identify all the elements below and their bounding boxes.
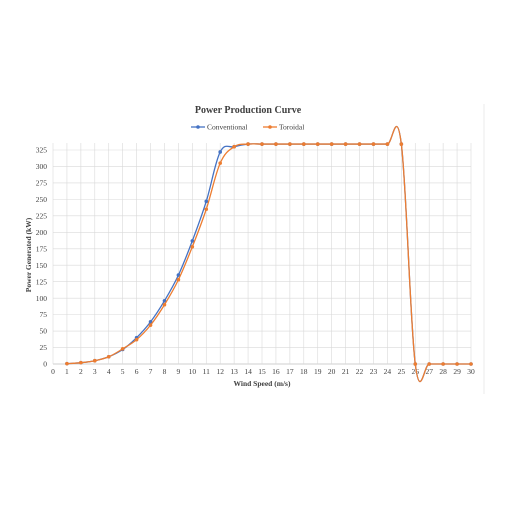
data-point [288, 142, 292, 146]
data-point [93, 358, 97, 363]
series-layer [65, 125, 473, 383]
legend-item-conventional: Conventional [191, 123, 247, 132]
data-point [329, 142, 334, 146]
data-point [357, 142, 362, 146]
x-tick-label: 14 [244, 367, 252, 376]
data-point [79, 360, 83, 365]
x-tick-label: 17 [286, 367, 294, 376]
data-point [204, 207, 209, 212]
y-axis-label: Power Generated (kW) [24, 217, 33, 292]
data-point [162, 298, 167, 303]
y-tick-label: 225 [36, 211, 48, 220]
x-tick-label: 26 [412, 367, 420, 376]
y-tick-label: 50 [40, 327, 48, 336]
data-point [274, 142, 278, 146]
data-point [413, 362, 418, 366]
legend-swatch-marker [268, 125, 272, 129]
y-tick-label: 0 [43, 360, 47, 369]
grid [52, 143, 472, 365]
y-tick-label: 300 [36, 162, 48, 171]
data-point [190, 244, 195, 249]
y-tick-label: 125 [36, 277, 48, 286]
y-tick-label: 150 [36, 261, 48, 270]
x-tick-label: 12 [216, 367, 224, 376]
y-tick-label: 200 [36, 228, 48, 237]
data-point [385, 142, 390, 146]
data-point [246, 142, 250, 146]
data-point [455, 362, 459, 366]
x-tick-label: 1 [65, 367, 69, 376]
y-tick-label: 175 [36, 244, 48, 253]
x-tick-label: 9 [177, 367, 181, 376]
x-tick-label: 24 [384, 367, 392, 376]
data-point [106, 354, 111, 359]
x-tick-label: 19 [314, 367, 322, 376]
x-tick-label: 29 [453, 367, 461, 376]
x-tick-label: 13 [230, 367, 238, 376]
x-tick-label: 8 [163, 367, 167, 376]
data-point [343, 142, 348, 146]
data-point [399, 142, 404, 146]
data-point [134, 337, 139, 342]
x-tick-label: 5 [121, 367, 125, 376]
x-tick-label: 18 [300, 367, 308, 376]
y-tick-label: 275 [36, 179, 48, 188]
x-tick-label: 22 [356, 367, 364, 376]
legend-label: Toroidal [279, 123, 304, 132]
series-toroidal [65, 125, 473, 383]
data-point [232, 144, 236, 149]
x-tick-label: 0 [51, 367, 55, 376]
data-point [302, 142, 306, 146]
data-point [371, 142, 376, 146]
x-tick-label: 30 [467, 367, 475, 376]
x-tick-labels: 0 1 2 3 4 5 6 7 8 9 10 11 12 13 14 15 16 17 18 19 20 21 22 23 24… [51, 367, 475, 376]
x-tick-label: 25 [398, 367, 406, 376]
y-tick-labels: 0 25 50 75 100 125 150 175 200 225 250 275 300 325 [36, 146, 48, 369]
x-tick-label: 20 [328, 367, 336, 376]
x-axis-label: Wind Speed (m/s) [234, 379, 291, 388]
x-tick-label: 23 [370, 367, 378, 376]
legend-label: Conventional [207, 123, 247, 132]
legend-swatch-marker [196, 125, 200, 129]
data-point [120, 347, 125, 351]
data-point [148, 320, 153, 324]
data-point [176, 273, 181, 277]
y-tick-label: 25 [40, 343, 48, 352]
data-point [204, 199, 209, 204]
x-tick-label: 11 [203, 367, 210, 376]
legend-item-toroidal: Toroidal [263, 123, 304, 132]
data-point [315, 142, 320, 146]
data-point [260, 142, 264, 146]
legend: Conventional Toroidal [191, 123, 304, 132]
chart-title: Power Production Curve [195, 105, 302, 116]
data-point [190, 239, 195, 243]
data-point [65, 361, 69, 366]
x-tick-label: 15 [258, 367, 266, 376]
data-point [218, 161, 222, 165]
data-point [469, 362, 473, 366]
y-tick-label: 100 [36, 294, 48, 303]
y-tick-label: 325 [36, 146, 48, 155]
x-tick-label: 16 [272, 367, 280, 376]
x-tick-label: 28 [439, 367, 447, 376]
data-point [218, 150, 222, 154]
data-point [148, 323, 153, 327]
x-tick-label: 6 [135, 367, 139, 376]
x-tick-label: 21 [342, 367, 350, 376]
x-tick-label: 2 [79, 367, 83, 376]
data-point [162, 302, 167, 307]
x-tick-label: 4 [107, 367, 111, 376]
x-tick-label: 27 [425, 367, 433, 376]
data-point [176, 277, 181, 282]
x-tick-label: 10 [189, 367, 197, 376]
data-point [427, 362, 432, 366]
y-tick-label: 75 [40, 310, 48, 319]
x-tick-label: 7 [149, 367, 153, 376]
x-tick-label: 3 [93, 367, 97, 376]
y-tick-label: 250 [36, 195, 48, 204]
data-point [441, 362, 445, 366]
